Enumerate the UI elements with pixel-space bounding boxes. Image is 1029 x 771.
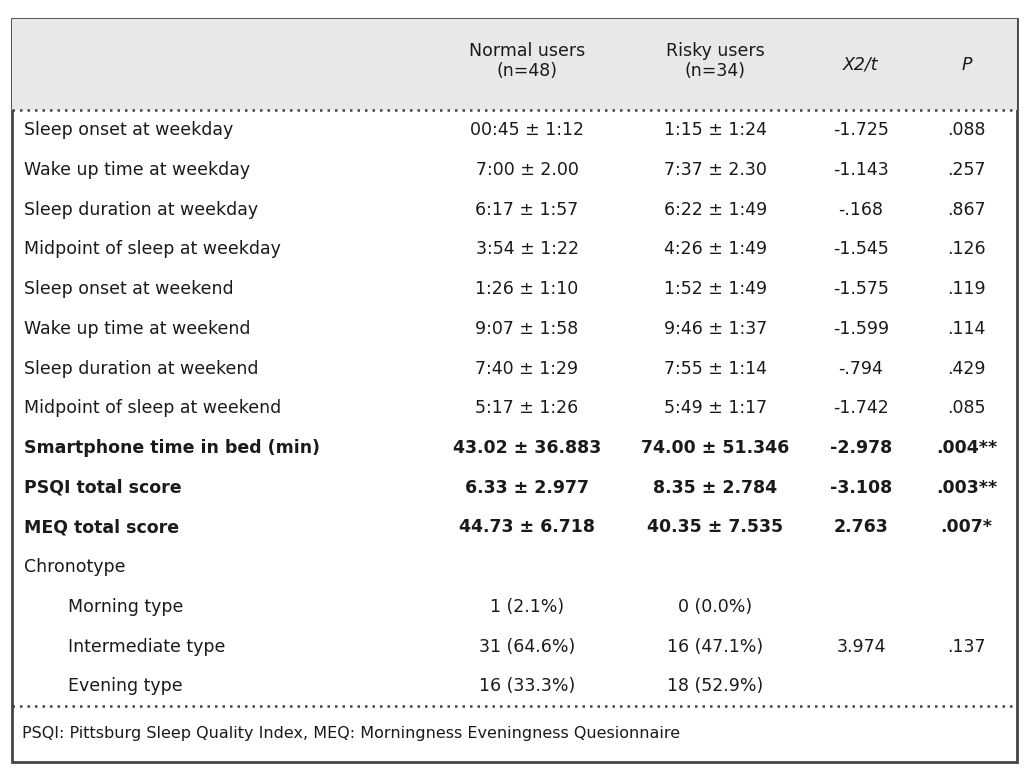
Text: 6:22 ± 1:49: 6:22 ± 1:49 bbox=[664, 200, 767, 219]
Text: X2/t: X2/t bbox=[843, 56, 879, 74]
Text: 6.33 ± 2.977: 6.33 ± 2.977 bbox=[465, 479, 589, 497]
Text: .004**: .004** bbox=[935, 439, 997, 457]
Bar bbox=[12, 19, 1017, 110]
Text: .257: .257 bbox=[947, 161, 986, 179]
Text: Evening type: Evening type bbox=[68, 678, 182, 695]
Text: 16 (47.1%): 16 (47.1%) bbox=[667, 638, 764, 655]
Text: 8.35 ± 2.784: 8.35 ± 2.784 bbox=[653, 479, 778, 497]
Text: 5:17 ± 1:26: 5:17 ± 1:26 bbox=[475, 399, 578, 417]
Text: .429: .429 bbox=[947, 359, 986, 378]
Text: -2.978: -2.978 bbox=[829, 439, 892, 457]
Text: .114: .114 bbox=[948, 320, 986, 338]
Text: MEQ total score: MEQ total score bbox=[25, 518, 179, 537]
Text: 4:26 ± 1:49: 4:26 ± 1:49 bbox=[664, 241, 767, 258]
Text: 1:26 ± 1:10: 1:26 ± 1:10 bbox=[475, 280, 578, 298]
Text: 1:15 ± 1:24: 1:15 ± 1:24 bbox=[664, 121, 767, 139]
Text: Wake up time at weekend: Wake up time at weekend bbox=[25, 320, 251, 338]
Text: Intermediate type: Intermediate type bbox=[68, 638, 225, 655]
Text: 44.73 ± 6.718: 44.73 ± 6.718 bbox=[459, 518, 595, 537]
Text: 18 (52.9%): 18 (52.9%) bbox=[667, 678, 764, 695]
Text: 31 (64.6%): 31 (64.6%) bbox=[478, 638, 575, 655]
Text: .126: .126 bbox=[947, 241, 986, 258]
Text: 7:37 ± 2.30: 7:37 ± 2.30 bbox=[664, 161, 767, 179]
Text: 40.35 ± 7.535: 40.35 ± 7.535 bbox=[647, 518, 783, 537]
Text: 1 (2.1%): 1 (2.1%) bbox=[490, 598, 564, 616]
Text: 74.00 ± 51.346: 74.00 ± 51.346 bbox=[641, 439, 789, 457]
Text: -1.725: -1.725 bbox=[833, 121, 889, 139]
Text: Sleep onset at weekend: Sleep onset at weekend bbox=[25, 280, 234, 298]
Text: -1.575: -1.575 bbox=[833, 280, 889, 298]
Text: 9:07 ± 1:58: 9:07 ± 1:58 bbox=[475, 320, 578, 338]
Text: Chronotype: Chronotype bbox=[25, 558, 126, 576]
Text: PSQI total score: PSQI total score bbox=[25, 479, 182, 497]
Text: 7:55 ± 1:14: 7:55 ± 1:14 bbox=[664, 359, 767, 378]
Text: 3:54 ± 1:22: 3:54 ± 1:22 bbox=[475, 241, 578, 258]
Text: -1.599: -1.599 bbox=[832, 320, 889, 338]
Text: -.794: -.794 bbox=[839, 359, 884, 378]
Text: 16 (33.3%): 16 (33.3%) bbox=[478, 678, 575, 695]
Text: Sleep duration at weekend: Sleep duration at weekend bbox=[25, 359, 259, 378]
Text: 5:49 ± 1:17: 5:49 ± 1:17 bbox=[664, 399, 767, 417]
Text: Normal users
(n=48): Normal users (n=48) bbox=[469, 42, 586, 80]
Text: .007*: .007* bbox=[941, 518, 992, 537]
Text: Midpoint of sleep at weekend: Midpoint of sleep at weekend bbox=[25, 399, 282, 417]
Text: -1.143: -1.143 bbox=[833, 161, 889, 179]
Text: Wake up time at weekday: Wake up time at weekday bbox=[25, 161, 250, 179]
Text: Smartphone time in bed (min): Smartphone time in bed (min) bbox=[25, 439, 320, 457]
Text: P: P bbox=[961, 56, 971, 74]
Text: 2.763: 2.763 bbox=[833, 518, 888, 537]
Text: Midpoint of sleep at weekday: Midpoint of sleep at weekday bbox=[25, 241, 281, 258]
Text: .085: .085 bbox=[947, 399, 986, 417]
Text: .119: .119 bbox=[947, 280, 986, 298]
Text: -1.742: -1.742 bbox=[833, 399, 889, 417]
Text: 7:40 ± 1:29: 7:40 ± 1:29 bbox=[475, 359, 578, 378]
Text: 6:17 ± 1:57: 6:17 ± 1:57 bbox=[475, 200, 578, 219]
Text: .137: .137 bbox=[947, 638, 986, 655]
Text: 7:00 ± 2.00: 7:00 ± 2.00 bbox=[475, 161, 578, 179]
Text: Risky users
(n=34): Risky users (n=34) bbox=[666, 42, 765, 80]
Text: 00:45 ± 1:12: 00:45 ± 1:12 bbox=[470, 121, 584, 139]
Text: Sleep onset at weekday: Sleep onset at weekday bbox=[25, 121, 234, 139]
Text: .003**: .003** bbox=[935, 479, 997, 497]
Text: .867: .867 bbox=[947, 200, 986, 219]
Text: Morning type: Morning type bbox=[68, 598, 183, 616]
Text: -1.545: -1.545 bbox=[833, 241, 889, 258]
Text: -.168: -.168 bbox=[839, 200, 884, 219]
Text: 43.02 ± 36.883: 43.02 ± 36.883 bbox=[453, 439, 601, 457]
Text: PSQI: Pittsburg Sleep Quality Index, MEQ: Morningness Eveningness Quesionnaire: PSQI: Pittsburg Sleep Quality Index, MEQ… bbox=[23, 726, 680, 742]
Text: 9:46 ± 1:37: 9:46 ± 1:37 bbox=[664, 320, 767, 338]
Text: Sleep duration at weekday: Sleep duration at weekday bbox=[25, 200, 258, 219]
Text: 1:52 ± 1:49: 1:52 ± 1:49 bbox=[664, 280, 767, 298]
Text: .088: .088 bbox=[947, 121, 986, 139]
Text: 0 (0.0%): 0 (0.0%) bbox=[678, 598, 752, 616]
Text: -3.108: -3.108 bbox=[829, 479, 892, 497]
Text: 3.974: 3.974 bbox=[837, 638, 886, 655]
